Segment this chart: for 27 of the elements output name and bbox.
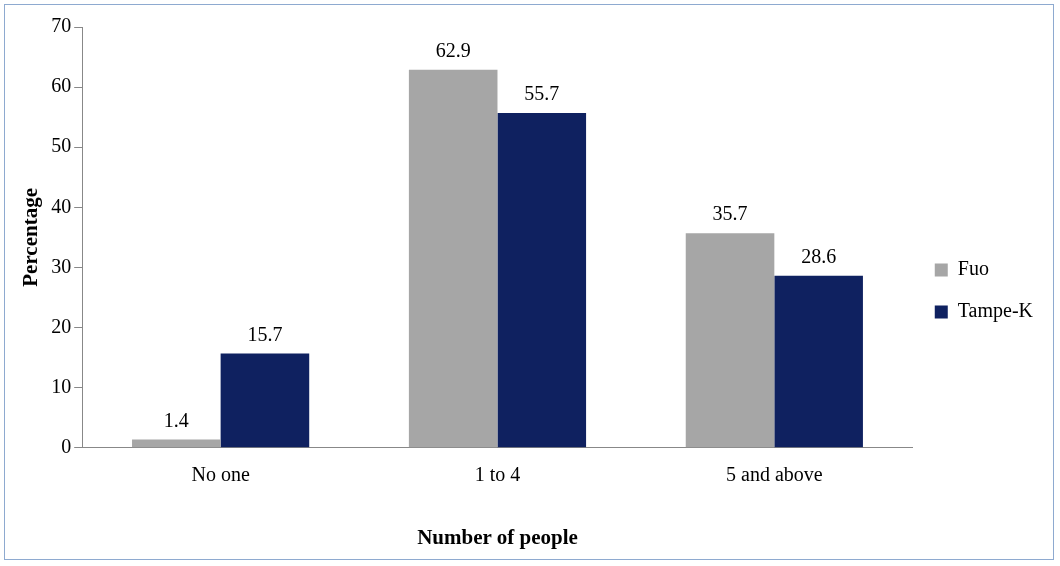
y-tick-label: 50 — [51, 134, 72, 157]
data-label: 62.9 — [435, 38, 471, 61]
x-tick-label: No one — [191, 463, 250, 486]
data-label: 35.7 — [712, 202, 748, 225]
x-tick-label: 1 to 4 — [474, 463, 521, 486]
bar — [132, 439, 221, 448]
y-tick-label: 30 — [51, 254, 72, 277]
y-tick-label: 60 — [51, 74, 72, 97]
data-label: 15.7 — [247, 322, 283, 345]
y-axis-title: Percentage — [18, 188, 43, 287]
legend-label: Tampe-K — [957, 299, 1034, 323]
bar — [497, 112, 587, 448]
data-label: 1.4 — [163, 408, 189, 431]
bar — [220, 353, 310, 448]
y-tick-label: 40 — [51, 194, 72, 217]
bar — [774, 275, 863, 448]
y-tick-label: 20 — [51, 314, 72, 337]
data-label: 55.7 — [524, 82, 560, 105]
y-tick-label: 10 — [51, 374, 72, 397]
x-tick-label: 5 and above — [726, 463, 823, 486]
bar — [685, 233, 775, 448]
y-tick-label: 70 — [51, 14, 72, 37]
data-label: 28.6 — [801, 245, 837, 268]
y-tick-label: 0 — [61, 435, 72, 458]
bar — [408, 69, 498, 448]
legend-label: Fuo — [957, 257, 989, 280]
x-axis-title: Number of people — [417, 524, 578, 549]
